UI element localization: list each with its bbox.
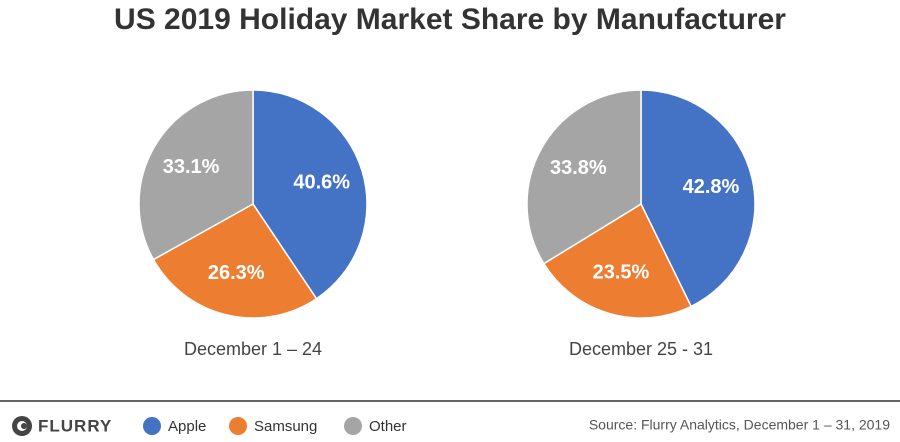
logo-icon [12, 416, 32, 436]
pie-slice [152, 203, 318, 319]
logo-text: FLURRY [38, 416, 112, 435]
pie-slice [526, 89, 642, 265]
chart-title: US 2019 Holiday Market Share by Manufact… [114, 3, 786, 36]
pie-slice [640, 89, 756, 308]
data-label: 33.8% [550, 157, 607, 179]
pie-slice [138, 89, 254, 261]
data-label: 26.3% [208, 262, 265, 284]
legend-label: Other [369, 418, 407, 435]
legend-label: Apple [168, 418, 206, 435]
pie-slice [252, 89, 368, 300]
pie-label: December 25 - 31 [569, 339, 713, 359]
pie-label: December 1 – 24 [184, 339, 322, 359]
data-label: 42.8% [683, 176, 740, 198]
source: Source: Flurry Analytics, December 1 – 3… [589, 417, 890, 433]
legend-swatch [229, 417, 247, 435]
legend-swatch [143, 417, 161, 435]
legend-swatch [344, 417, 362, 435]
data-label: 40.6% [293, 171, 350, 193]
data-label: 33.1% [163, 156, 220, 178]
pie-slice [542, 202, 693, 319]
data-label: 23.5% [593, 261, 650, 283]
legend-label: Samsung [254, 418, 317, 435]
